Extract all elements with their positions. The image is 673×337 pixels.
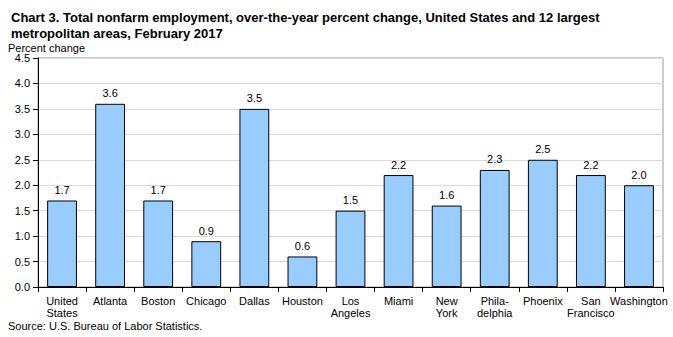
svg-text:Angeles: Angeles bbox=[331, 307, 371, 319]
svg-text:York: York bbox=[436, 307, 458, 319]
svg-text:Chart 3. Total nonfarm employm: Chart 3. Total nonfarm employment, over-… bbox=[11, 10, 603, 25]
svg-text:0.9: 0.9 bbox=[199, 225, 214, 237]
svg-text:Dallas: Dallas bbox=[239, 295, 270, 307]
svg-text:Chicago: Chicago bbox=[186, 295, 226, 307]
svg-text:2.0: 2.0 bbox=[15, 179, 30, 191]
svg-text:1.5: 1.5 bbox=[343, 194, 358, 206]
svg-text:0.0: 0.0 bbox=[15, 281, 30, 293]
svg-text:3.6: 3.6 bbox=[102, 87, 117, 99]
svg-text:4.5: 4.5 bbox=[15, 52, 30, 64]
svg-text:3.5: 3.5 bbox=[247, 92, 262, 104]
svg-text:2.2: 2.2 bbox=[583, 159, 598, 171]
svg-text:States: States bbox=[46, 307, 78, 319]
svg-text:Francisco: Francisco bbox=[567, 307, 615, 319]
svg-text:San: San bbox=[581, 295, 601, 307]
svg-text:2.0: 2.0 bbox=[631, 169, 646, 181]
svg-text:1.0: 1.0 bbox=[15, 230, 30, 242]
svg-text:0.5: 0.5 bbox=[15, 256, 30, 268]
svg-text:2.5: 2.5 bbox=[15, 154, 30, 166]
svg-text:Washington: Washington bbox=[610, 295, 668, 307]
svg-text:Miami: Miami bbox=[384, 295, 413, 307]
svg-text:Phoenix: Phoenix bbox=[523, 295, 563, 307]
svg-text:3.5: 3.5 bbox=[15, 103, 30, 115]
svg-text:Source: U.S. Bureau of Labor S: Source: U.S. Bureau of Labor Statistics. bbox=[8, 320, 202, 332]
svg-text:1.6: 1.6 bbox=[439, 189, 454, 201]
svg-text:2.2: 2.2 bbox=[391, 159, 406, 171]
svg-text:Houston: Houston bbox=[282, 295, 323, 307]
svg-text:United: United bbox=[46, 295, 78, 307]
svg-text:4.0: 4.0 bbox=[15, 77, 30, 89]
svg-text:1.7: 1.7 bbox=[54, 184, 69, 196]
svg-text:1.5: 1.5 bbox=[15, 205, 30, 217]
svg-text:New: New bbox=[436, 295, 458, 307]
svg-text:Boston: Boston bbox=[141, 295, 175, 307]
svg-text:Atlanta: Atlanta bbox=[93, 295, 128, 307]
svg-text:Percent change: Percent change bbox=[8, 41, 86, 54]
svg-text:3.0: 3.0 bbox=[15, 128, 30, 140]
svg-text:2.5: 2.5 bbox=[535, 143, 550, 155]
svg-text:1.7: 1.7 bbox=[151, 184, 166, 196]
svg-text:Phila-: Phila- bbox=[481, 295, 509, 307]
svg-text:delphia: delphia bbox=[477, 307, 513, 319]
svg-text:0.6: 0.6 bbox=[295, 240, 310, 252]
svg-text:metropolitan areas, February 2: metropolitan areas, February 2017 bbox=[11, 26, 223, 41]
svg-text:2.3: 2.3 bbox=[487, 153, 502, 165]
svg-text:Los: Los bbox=[342, 295, 360, 307]
